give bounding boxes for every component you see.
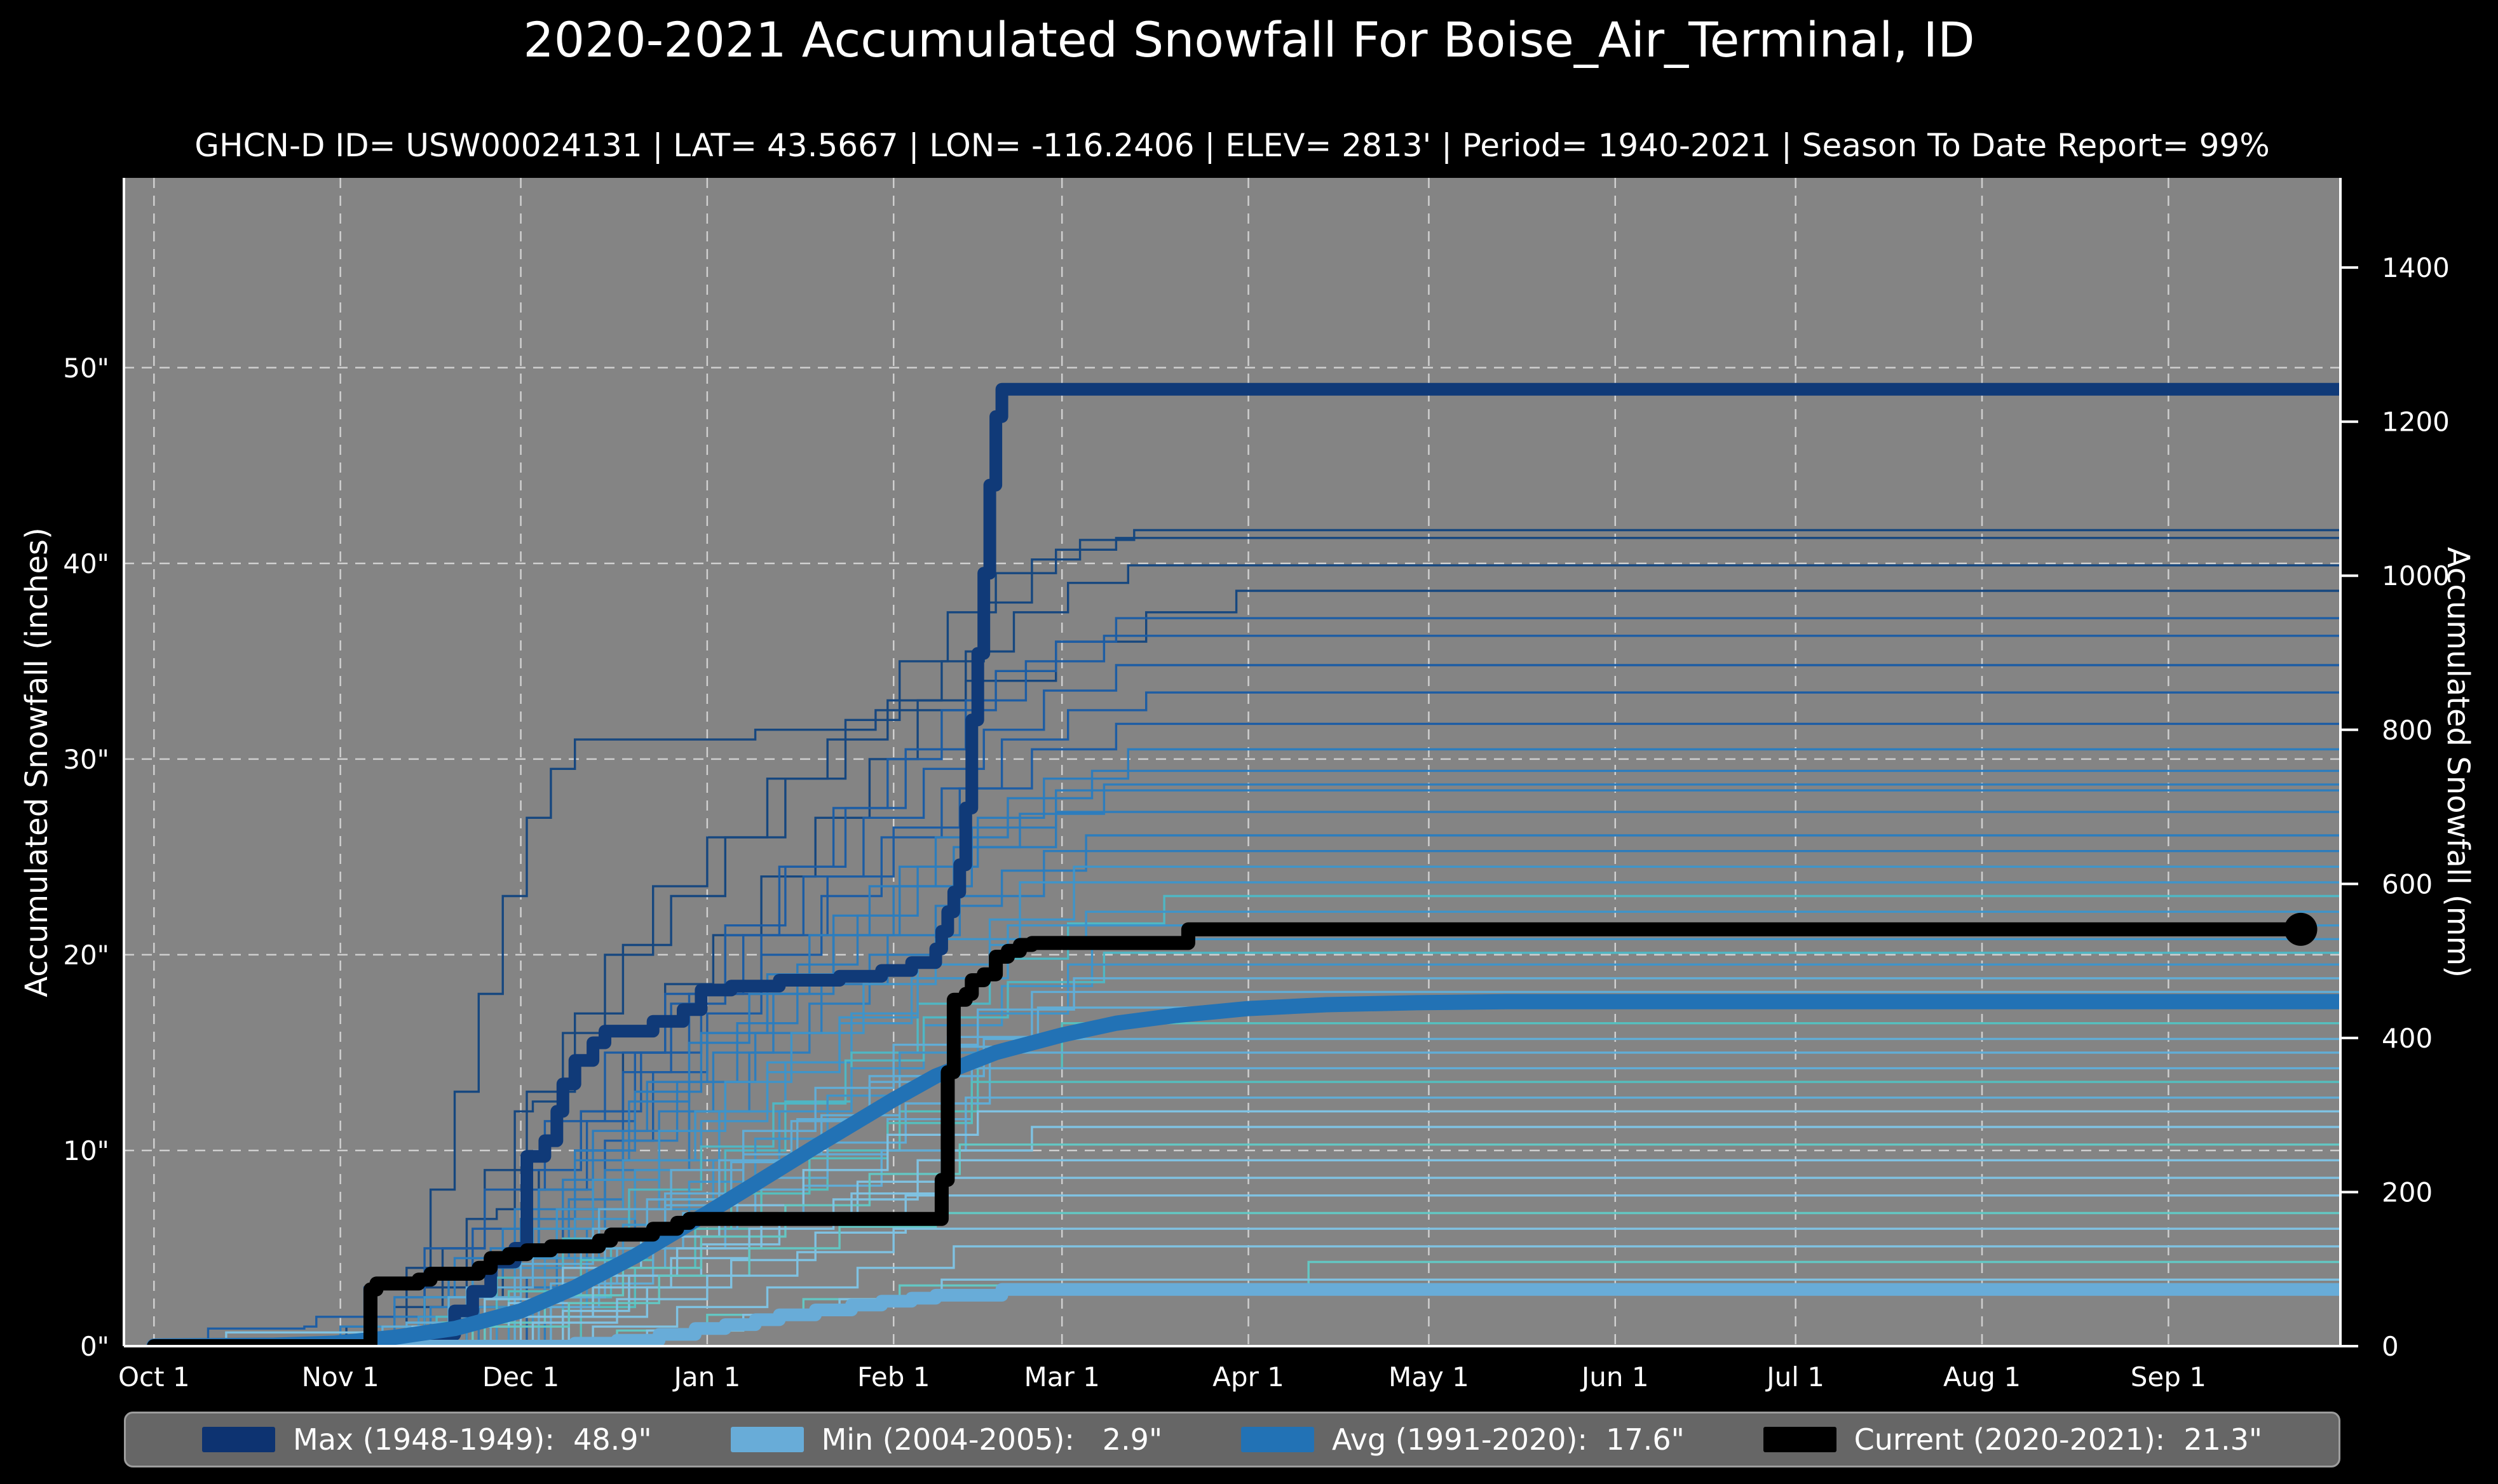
x-tick-label: Sep 1 xyxy=(2131,1361,2206,1393)
history-season-line xyxy=(154,1211,2340,1346)
y-left-tick-label: 40" xyxy=(63,548,109,579)
history-season-line xyxy=(154,1227,2340,1346)
current-season-line xyxy=(147,922,2308,1346)
x-tick-label: Nov 1 xyxy=(302,1361,379,1393)
legend-swatch-current xyxy=(1763,1427,1836,1452)
chart-title: 2020-2021 Accumulated Snowfall For Boise… xyxy=(523,11,1975,68)
y-left-tick-label: 10" xyxy=(63,1135,109,1166)
history-season-line xyxy=(154,1194,2340,1346)
legend-bar: Max (1948-1949): 48.9" Min (2004-2005): 2… xyxy=(124,1412,2340,1467)
y-right-tick-label: 600 xyxy=(2382,868,2433,900)
x-tick-label: Aug 1 xyxy=(1943,1361,2021,1393)
history-season-line xyxy=(154,1245,2340,1346)
y-left-tick-label: 30" xyxy=(63,744,109,775)
legend-label-current: Current (2020-2021): 21.3" xyxy=(1854,1422,2262,1457)
legend-label-min: Min (2004-2005): 2.9" xyxy=(821,1422,1163,1457)
y-left-tick-label: 20" xyxy=(63,940,109,971)
legend-swatch-max xyxy=(202,1427,275,1452)
x-tick-label: Mar 1 xyxy=(1024,1361,1100,1393)
avg-season-line xyxy=(146,994,2340,1346)
y-right-tick-label: 1400 xyxy=(2382,252,2450,283)
history-season-line xyxy=(154,1110,2340,1346)
history-season-line xyxy=(154,537,2340,1346)
y-right-tick-label: 1200 xyxy=(2382,407,2450,438)
legend-item-avg: Avg (1991-2020): 17.6" xyxy=(1241,1422,1685,1457)
x-tick-label: Feb 1 xyxy=(857,1361,930,1393)
y-left-tick-label: 50" xyxy=(63,353,109,384)
min-season-line xyxy=(147,1283,2340,1346)
history-season-line xyxy=(154,1159,2340,1346)
y-right-tick-label: 1000 xyxy=(2382,560,2450,591)
legend-swatch-min xyxy=(730,1427,804,1452)
legend-label-avg: Avg (1991-2020): 17.6" xyxy=(1332,1422,1685,1457)
x-tick-label: Jan 1 xyxy=(672,1361,740,1393)
plot-background xyxy=(124,178,2340,1346)
x-tick-label: May 1 xyxy=(1388,1361,1469,1393)
legend-label-max: Max (1948-1949): 48.9" xyxy=(293,1422,652,1457)
legend-swatch-avg xyxy=(1241,1427,1314,1452)
chart-subtitle: GHCN-D ID= USW00024131 | LAT= 43.5667 | … xyxy=(194,127,2270,164)
legend-item-current: Current (2020-2021): 21.3" xyxy=(1763,1422,2262,1457)
current-endpoint-dot xyxy=(2284,912,2318,946)
x-tick-label: Oct 1 xyxy=(118,1361,190,1393)
history-season-line xyxy=(154,529,2340,1346)
legend-item-max: Max (1948-1949): 48.9" xyxy=(202,1422,652,1457)
y-right-tick-label: 800 xyxy=(2382,715,2433,746)
y-left-tick-label: 0" xyxy=(80,1331,109,1362)
y-right-tick-label: 400 xyxy=(2382,1023,2433,1054)
y-right-tick-label: 200 xyxy=(2382,1177,2433,1208)
x-tick-label: Jun 1 xyxy=(1580,1361,1649,1393)
legend-item-min: Min (2004-2005): 2.9" xyxy=(730,1422,1163,1457)
x-tick-label: Apr 1 xyxy=(1212,1361,1284,1393)
history-season-line xyxy=(154,1067,2340,1346)
x-tick-label: Dec 1 xyxy=(482,1361,559,1393)
x-tick-label: Jul 1 xyxy=(1765,1361,1824,1393)
y-right-tick-label: 0 xyxy=(2382,1331,2399,1362)
